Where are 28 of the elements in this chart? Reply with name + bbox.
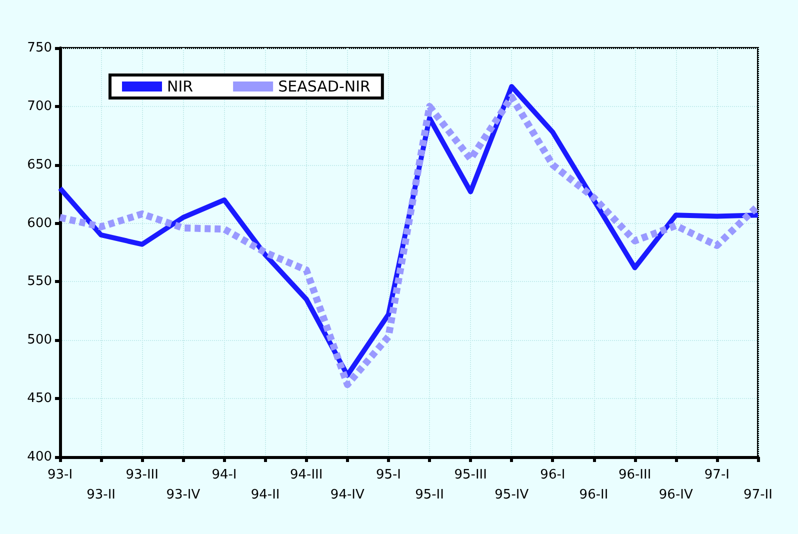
y-tick-label: 500	[27, 332, 52, 348]
legend-label: SEASAD-NIR	[278, 78, 370, 96]
x-tick-label: 96-I	[540, 468, 566, 482]
x-tick-label: 96-II	[579, 488, 608, 502]
y-tick-label: 750	[27, 40, 52, 56]
x-tick-label: 93-IV	[166, 488, 200, 502]
x-tick-label: 96-III	[618, 468, 652, 482]
y-tick-label: 600	[27, 216, 52, 231]
x-tick-label: 95-II	[415, 488, 444, 502]
x-tick-label: 93-I	[47, 468, 73, 482]
x-tick-label: 94-IV	[330, 488, 364, 502]
x-tick-label: 93-III	[126, 468, 158, 482]
x-tick-label: 94-III	[290, 468, 323, 482]
y-tick-label: 450	[27, 391, 52, 406]
y-tick-label: 400	[27, 450, 52, 464]
x-tick-label: 95-III	[454, 468, 487, 482]
y-tick-label: 700	[27, 98, 52, 114]
x-tick-label: 94-II	[250, 488, 280, 502]
x-tick-label: 94-I	[212, 468, 237, 482]
legend-label: NIR	[167, 78, 194, 96]
x-tick-label: 96-IV	[658, 488, 693, 502]
x-tick-label: 97-I	[704, 468, 730, 482]
y-tick-label: 650	[27, 157, 52, 172]
y-tick-label: 550	[27, 274, 52, 290]
x-tick-label: 93-II	[86, 488, 116, 502]
x-tick-label: 97-II	[744, 488, 772, 502]
x-tick-label: 95-I	[376, 468, 402, 482]
x-tick-label: 95-IV	[494, 488, 529, 502]
